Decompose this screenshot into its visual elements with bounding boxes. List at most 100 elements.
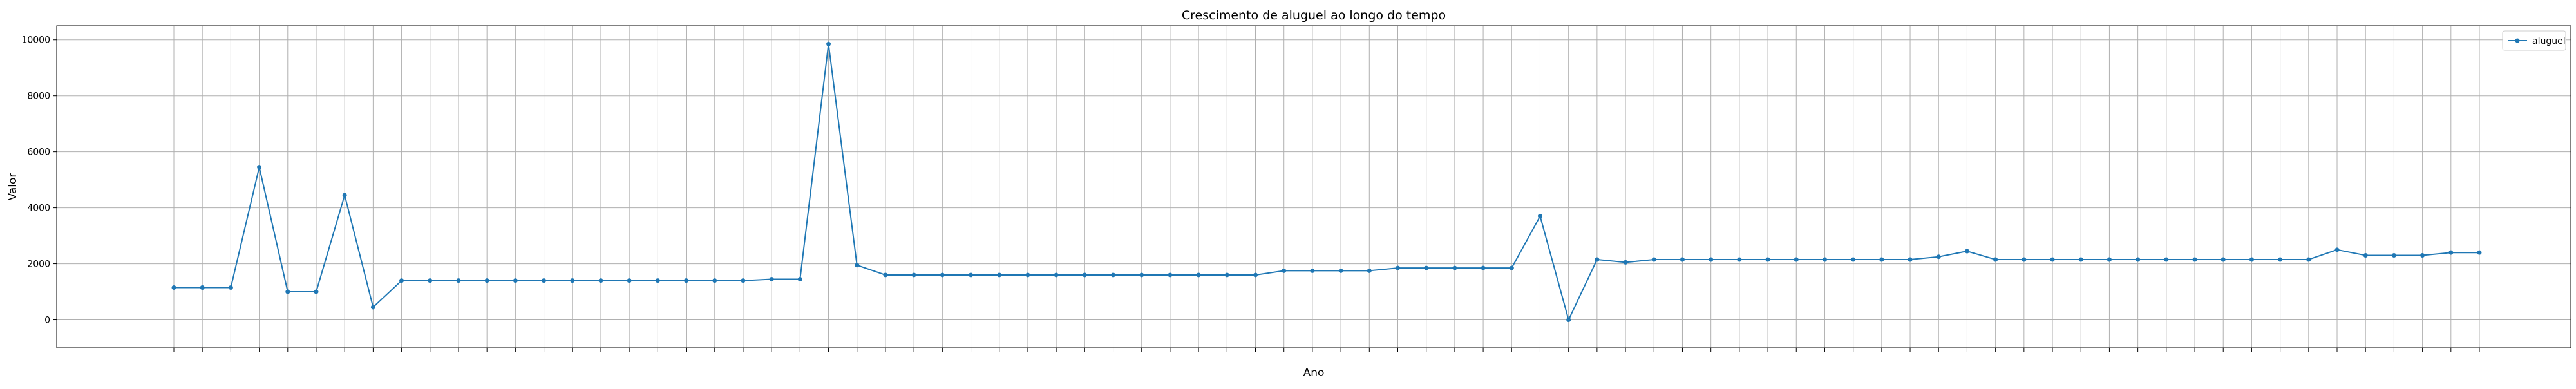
data-point — [228, 285, 233, 290]
data-point — [1452, 265, 1457, 270]
data-point — [171, 285, 176, 290]
data-point — [1509, 265, 1514, 270]
data-point — [456, 278, 461, 283]
data-point — [484, 278, 489, 283]
data-point — [2363, 253, 2368, 258]
data-point — [2221, 257, 2226, 262]
data-point — [1851, 257, 1856, 262]
data-point — [1794, 257, 1799, 262]
data-point — [2192, 257, 2197, 262]
data-point — [883, 272, 888, 278]
data-point — [1139, 272, 1144, 278]
data-point — [542, 278, 547, 283]
data-point — [2107, 257, 2112, 262]
data-point — [1168, 272, 1173, 278]
data-point — [1282, 268, 1287, 273]
data-point — [1908, 257, 1913, 262]
data-point — [285, 289, 290, 294]
data-point — [2022, 257, 2027, 262]
y-axis-label: Valor — [6, 173, 19, 201]
data-point — [1936, 254, 1941, 260]
data-point — [969, 272, 974, 278]
chart-title: Crescimento de aluguel ao longo do tempo — [1182, 8, 1446, 23]
data-point — [1993, 257, 1998, 262]
data-point — [314, 289, 319, 294]
data-point — [1025, 272, 1030, 278]
data-point — [1709, 257, 1714, 262]
legend-label-aluguel: aluguel — [2532, 36, 2566, 46]
data-point — [2391, 253, 2396, 258]
x-axis-label: Ano — [1303, 366, 1325, 379]
y-tick-label: 2000 — [27, 260, 50, 270]
series-points-aluguel — [171, 41, 2482, 323]
data-point — [1737, 257, 1742, 262]
data-point — [940, 272, 945, 278]
data-point — [2334, 247, 2340, 252]
y-tick-label: 4000 — [27, 204, 50, 214]
data-point — [513, 278, 518, 283]
data-point — [769, 276, 774, 281]
data-point — [1338, 268, 1343, 273]
data-point — [1822, 257, 1827, 262]
data-point — [257, 165, 262, 170]
legend-box — [2502, 30, 2566, 51]
y-tick-label: 10000 — [21, 35, 50, 46]
data-point — [2448, 250, 2454, 255]
data-point — [1111, 272, 1116, 278]
data-point — [1680, 257, 1685, 262]
data-point — [1481, 265, 1486, 270]
data-point — [826, 41, 831, 46]
data-point — [2164, 257, 2169, 262]
data-point — [342, 193, 347, 198]
data-point — [2249, 257, 2254, 262]
y-tick-label: 6000 — [27, 147, 50, 158]
data-point — [1765, 257, 1770, 262]
data-point — [911, 272, 916, 278]
data-point — [712, 278, 717, 283]
data-point — [655, 278, 660, 283]
data-point — [370, 305, 375, 310]
data-point — [797, 276, 802, 281]
data-point — [1367, 268, 1372, 273]
series-line-aluguel — [174, 44, 2479, 322]
data-point — [428, 278, 433, 283]
plot-frame — [56, 25, 2571, 348]
data-point — [598, 278, 603, 283]
data-point — [1537, 214, 1542, 219]
data-point — [627, 278, 632, 283]
legend: aluguel — [2502, 30, 2566, 51]
data-point — [1595, 257, 1600, 262]
data-point — [855, 263, 860, 268]
data-point — [1651, 257, 1656, 262]
data-point — [2136, 257, 2141, 262]
data-point — [1196, 272, 1201, 278]
data-point — [2477, 250, 2482, 255]
data-point — [2420, 253, 2425, 258]
data-point — [1566, 318, 1571, 323]
data-point — [1054, 272, 1059, 278]
y-tick-label: 8000 — [27, 91, 50, 102]
data-point — [997, 272, 1002, 278]
data-point — [1879, 257, 1884, 262]
data-point — [1424, 265, 1429, 270]
data-point — [2050, 257, 2055, 262]
data-point — [570, 278, 575, 283]
data-point — [684, 278, 689, 283]
data-point — [1253, 272, 1258, 278]
data-point — [1082, 272, 1087, 278]
data-point — [399, 278, 404, 283]
data-point — [1623, 260, 1628, 265]
y-axis-ticks: 0 2000 4000 6000 8000 10000 — [21, 35, 57, 326]
data-point — [1395, 265, 1400, 270]
data-point — [1310, 268, 1315, 273]
data-point — [1964, 249, 1969, 254]
data-point — [2306, 257, 2311, 262]
data-point — [2078, 257, 2083, 262]
y-tick-label: 0 — [44, 316, 50, 326]
grid-lines — [57, 26, 2571, 348]
data-point — [1224, 272, 1229, 278]
x-axis-ticks — [173, 348, 2480, 352]
